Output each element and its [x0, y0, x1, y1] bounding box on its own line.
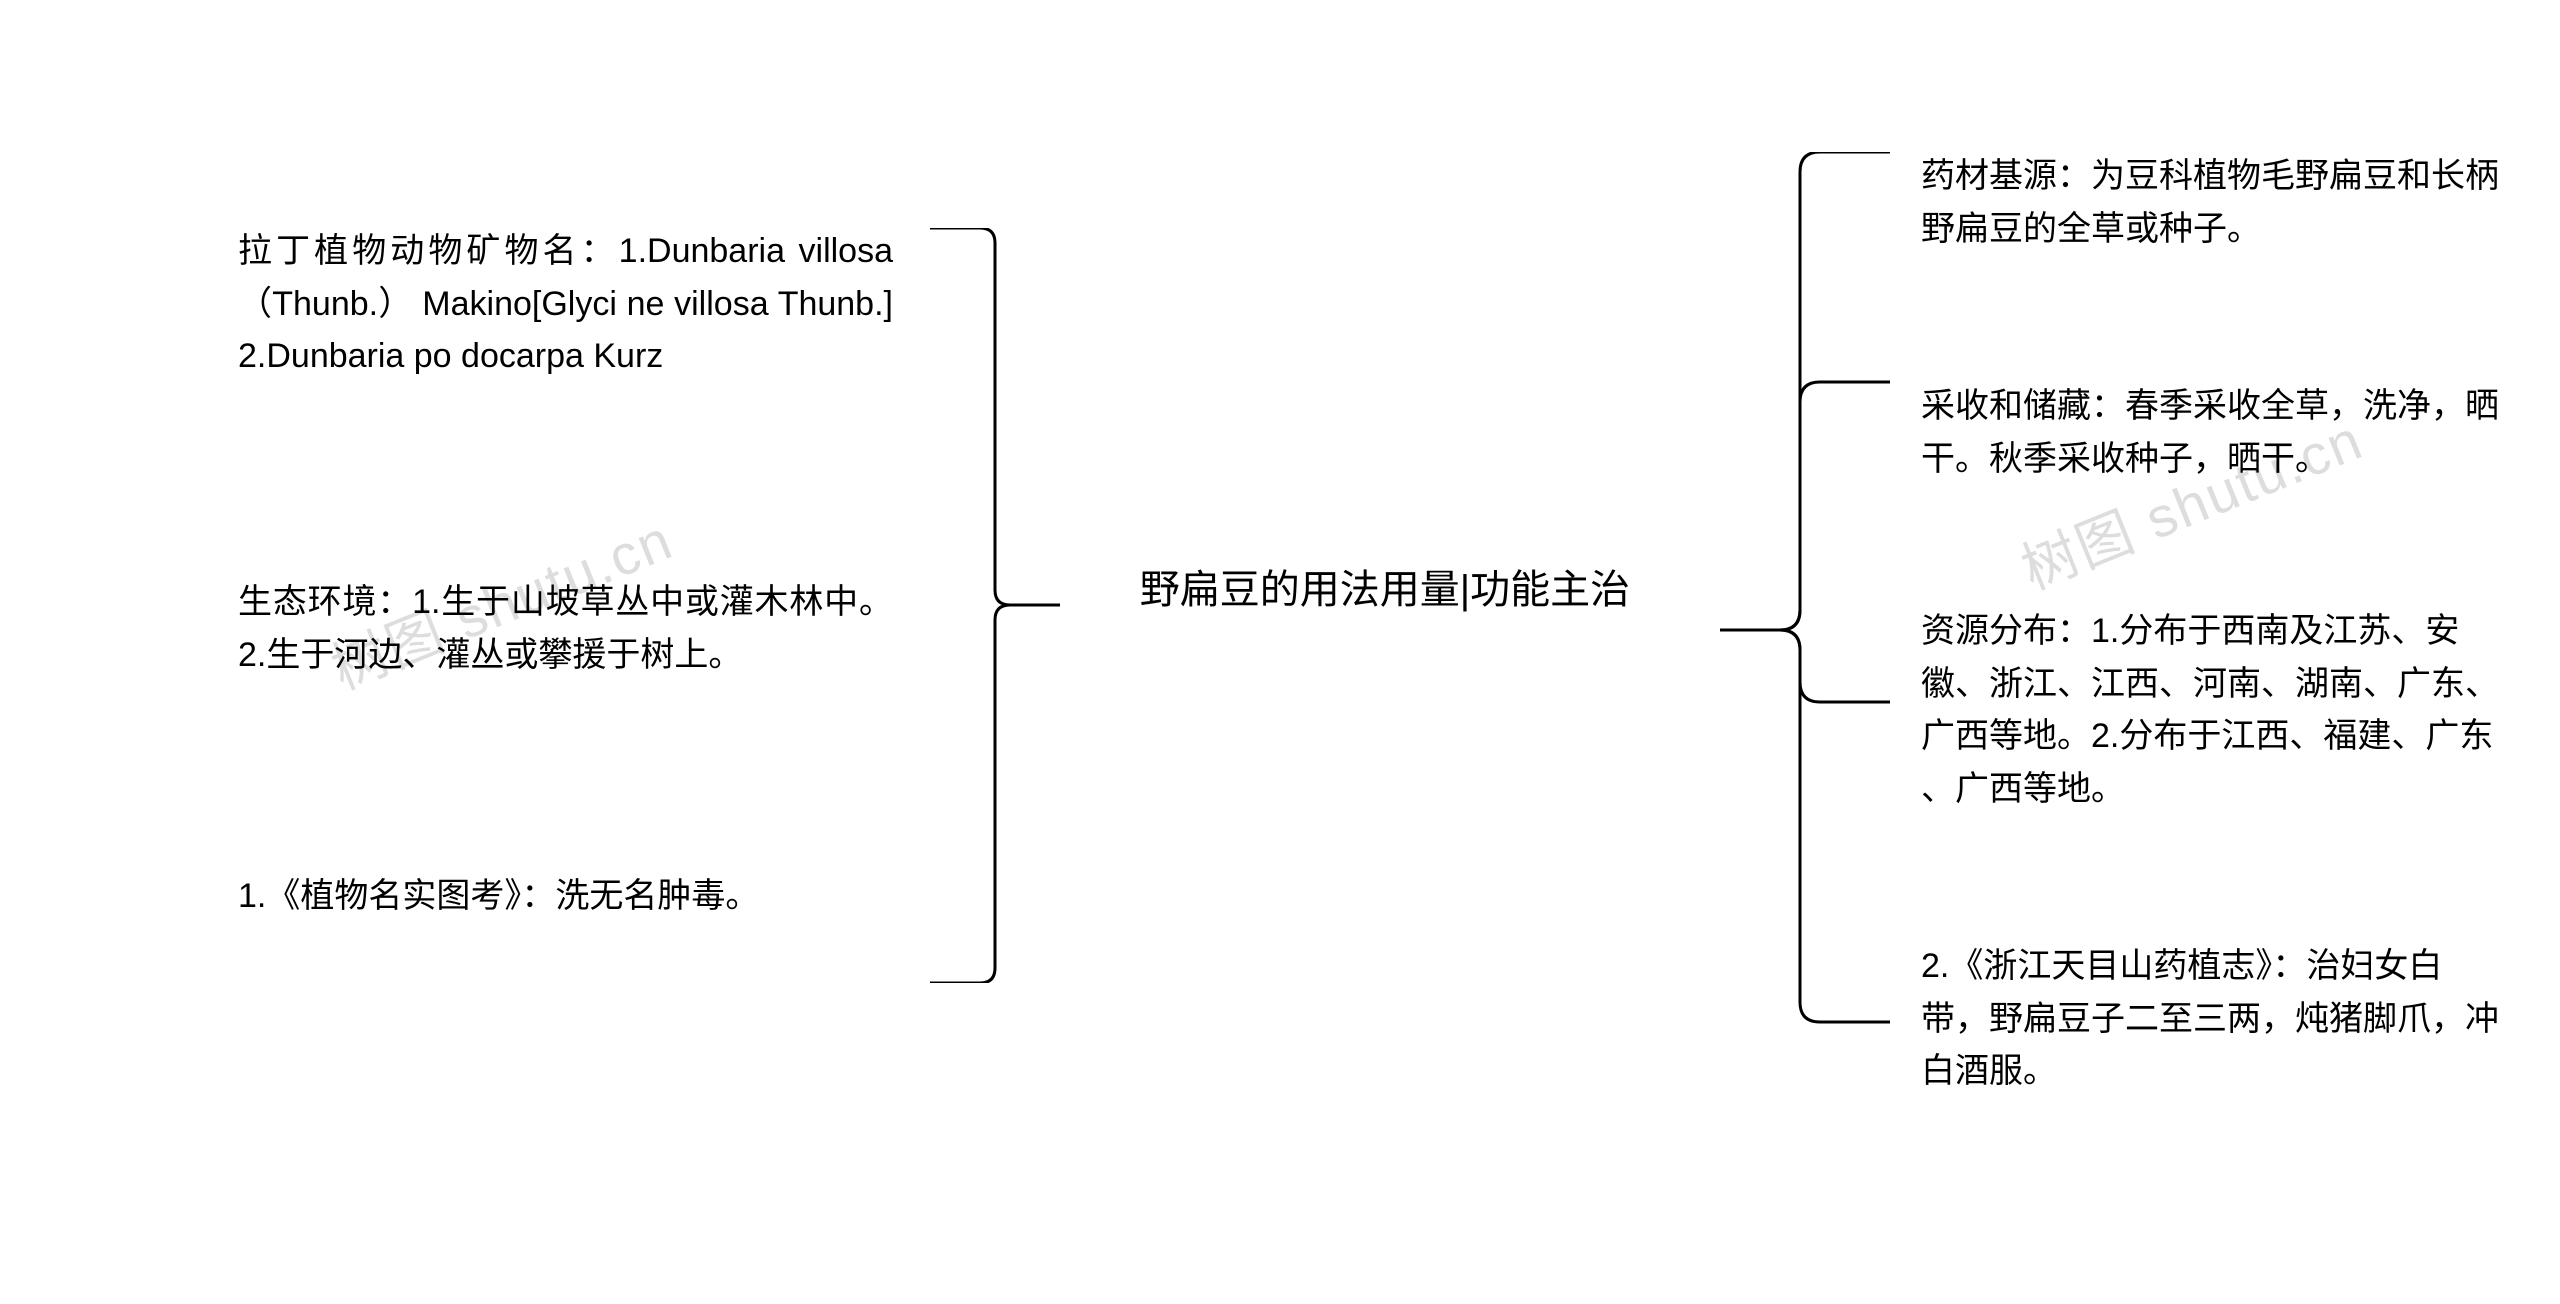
left-bracket [920, 228, 1060, 983]
right-node-1: 药材基源：为豆科植物毛野扁豆和长柄野扁豆的全草或种子。 [1921, 150, 2501, 255]
center-title: 野扁豆的用法用量|功能主治 [1140, 568, 1630, 612]
mindmap-container: 树图 shutu.cn 树图 shutu.cn 野扁豆的用法用量|功能主治 拉丁… [0, 0, 2560, 1304]
right-node-4: 2.《浙江天目山药植志》：治妇女白带，野扁豆子二至三两，炖猪脚爪，冲白酒服。 [1921, 940, 2501, 1098]
center-node: 野扁豆的用法用量|功能主治 [1090, 560, 1680, 620]
right-node-2: 采收和储藏：春季采收全草，洗净，晒干。秋季采收种子，晒干。 [1921, 380, 2501, 485]
right-node-3: 资源分布：1.分布于西南及江苏、安徽、浙江、江西、河南、湖南、广东、广西等地。2… [1921, 605, 2501, 816]
left-node-3: 1.《植物名实图考》：洗无名肿毒。 [238, 870, 893, 923]
left-node-1: 拉丁植物动物矿物名：1.Dunbaria villosa （Thunb.） Ma… [238, 225, 893, 383]
left-node-2: 生态环境：1.生于山坡草丛中或灌木林中。2.生于河边、灌丛或攀援于树上。 [238, 576, 893, 681]
right-bracket [1720, 152, 1890, 1107]
